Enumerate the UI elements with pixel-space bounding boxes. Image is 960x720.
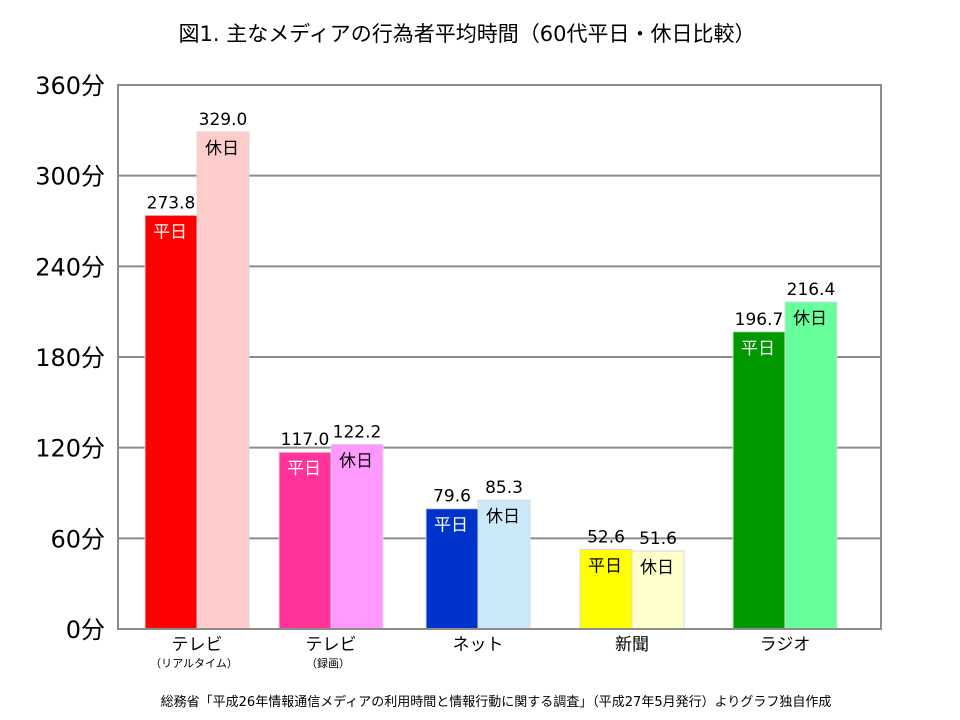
category-label: ラジオ bbox=[760, 635, 811, 655]
bar-休日-新聞 bbox=[631, 550, 685, 630]
series-label: 平日 bbox=[588, 557, 622, 577]
data-label: 52.6 bbox=[587, 528, 625, 548]
y-tick-label: 180分 bbox=[35, 344, 105, 372]
bar-平日-新聞 bbox=[579, 549, 633, 630]
y-tick-label: 60分 bbox=[50, 525, 105, 553]
bar-平日-テレビ bbox=[144, 214, 198, 630]
category-label: テレビ bbox=[172, 635, 223, 655]
series-label: 休日 bbox=[640, 558, 674, 578]
bar-平日-ネット bbox=[425, 508, 479, 630]
category-label: テレビ bbox=[306, 635, 357, 655]
bar-休日-テレビ bbox=[196, 131, 250, 630]
y-tick-label: 120分 bbox=[35, 435, 105, 463]
series-label: 休日 bbox=[339, 451, 373, 471]
plot-frame bbox=[117, 84, 882, 630]
data-label: 216.4 bbox=[787, 280, 836, 300]
data-label: 273.8 bbox=[147, 193, 196, 213]
series-label: 平日 bbox=[287, 459, 321, 479]
data-label: 329.0 bbox=[199, 110, 248, 130]
y-tick-label: 300分 bbox=[35, 163, 105, 191]
bar-平日-ラジオ bbox=[732, 331, 786, 630]
x-axis-categories: テレビ（リアルタイム）テレビ（録画）ネット 新聞 ラジオ bbox=[150, 635, 810, 670]
bar-休日-ネット bbox=[477, 499, 531, 630]
series-label: 平日 bbox=[153, 222, 187, 242]
y-tick-label: 0分 bbox=[66, 616, 105, 644]
category-label: 新聞 bbox=[615, 635, 649, 655]
y-tick-label: 360分 bbox=[35, 72, 105, 100]
source-note: 総務省「平成26年情報通信メディアの利用時間と情報行動に関する調査」（平成27年… bbox=[161, 694, 832, 710]
bars: 273.8 平日 329.0 休日 117.0 平日 122.2 休日 79.6 平日 85.3 休日… bbox=[144, 110, 838, 630]
data-label: 51.6 bbox=[639, 529, 677, 549]
data-label: 79.6 bbox=[433, 487, 471, 507]
category-sublabel: （録画） bbox=[306, 656, 350, 670]
series-label: 休日 bbox=[205, 139, 239, 159]
data-label: 117.0 bbox=[281, 430, 330, 450]
bar-休日-テレビ bbox=[330, 443, 384, 630]
data-label: 85.3 bbox=[485, 478, 523, 498]
y-axis-ticks: 0分 60分 120分 180分 240分 300分 360分 bbox=[35, 72, 105, 644]
series-label: 平日 bbox=[434, 516, 468, 536]
chart-title: 図1. 主なメディアの行為者平均時間（60代平日・休日比較） bbox=[179, 22, 756, 46]
data-label: 196.7 bbox=[735, 310, 784, 330]
category-sublabel: （リアルタイム） bbox=[150, 657, 238, 670]
category-label: ネット bbox=[453, 635, 504, 655]
series-label: 休日 bbox=[486, 507, 520, 527]
data-label: 122.2 bbox=[333, 422, 382, 442]
y-tick-label: 240分 bbox=[35, 253, 105, 281]
bar-休日-ラジオ bbox=[784, 301, 838, 630]
series-label: 休日 bbox=[793, 309, 827, 329]
series-label: 平日 bbox=[741, 339, 775, 359]
